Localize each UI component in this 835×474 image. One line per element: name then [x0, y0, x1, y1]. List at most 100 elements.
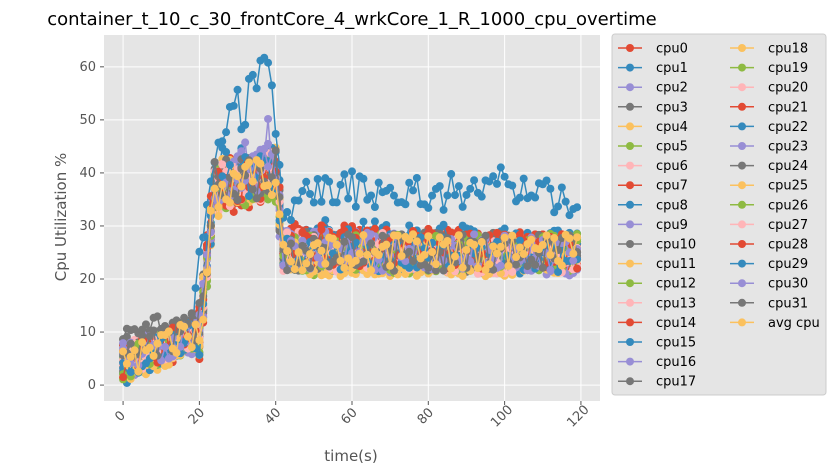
data-point	[210, 184, 219, 193]
data-point	[447, 170, 456, 179]
data-point	[203, 268, 212, 277]
data-point	[328, 234, 337, 243]
data-point	[317, 197, 326, 206]
legend-item: cpu24	[730, 159, 808, 174]
legend-label: cpu26	[768, 198, 808, 213]
data-point	[244, 192, 253, 201]
data-point	[298, 187, 307, 196]
legend-item: cpu1	[618, 61, 688, 76]
data-point	[145, 332, 154, 341]
data-point	[275, 210, 284, 219]
legend-label: cpu3	[656, 100, 688, 115]
data-point	[187, 343, 196, 352]
legend-label: cpu27	[768, 218, 808, 233]
legend-marker	[738, 122, 746, 131]
data-point	[412, 237, 421, 246]
legend-label: cpu31	[768, 296, 808, 311]
legend-item: cpu19	[730, 61, 808, 76]
data-point	[439, 205, 448, 214]
data-point	[309, 198, 318, 207]
legend-marker	[738, 279, 746, 288]
legend: cpu0 cpu1 cpu2 cpu3 cpu4 cpu5 cpu6 cpu7 cpu8 cpu9…	[611, 33, 827, 396]
data-point	[386, 261, 395, 270]
data-point	[237, 182, 246, 191]
y-axis-label: Cpu Utilization %	[52, 153, 70, 281]
data-point	[229, 101, 238, 110]
data-point	[138, 331, 147, 340]
data-point	[256, 159, 265, 168]
legend-marker	[626, 318, 634, 327]
legend-marker	[626, 44, 634, 52]
data-point	[119, 373, 128, 382]
legend-marker	[626, 220, 634, 229]
y-tick-label: 40	[79, 166, 96, 181]
x-tick-label: 80	[415, 405, 437, 427]
data-point	[508, 231, 517, 240]
data-point	[286, 239, 295, 248]
data-point	[428, 248, 437, 257]
legend-item: cpu6	[618, 159, 688, 174]
data-point	[191, 320, 200, 329]
legend-item: cpu2	[618, 81, 688, 96]
data-point	[443, 191, 452, 200]
data-point	[470, 240, 479, 249]
data-point	[409, 186, 418, 195]
data-point	[462, 245, 471, 254]
legend-label: cpu20	[768, 81, 808, 96]
data-point	[546, 250, 555, 259]
x-axis-label: time(s)	[324, 447, 377, 465]
y-tick-label: 0	[88, 378, 96, 393]
data-point	[340, 263, 349, 272]
data-point	[454, 231, 463, 240]
data-point	[378, 231, 387, 240]
data-point	[302, 177, 311, 186]
data-point	[519, 174, 528, 183]
legend-marker	[738, 161, 746, 170]
data-point	[557, 183, 566, 192]
data-point	[283, 266, 292, 275]
data-point	[481, 231, 490, 240]
legend-label: cpu22	[768, 120, 808, 135]
legend-item: cpu18	[730, 42, 808, 57]
data-point	[370, 217, 379, 226]
legend-marker	[738, 200, 746, 209]
data-point	[264, 162, 273, 171]
data-point	[264, 114, 273, 123]
legend-label: cpu5	[656, 140, 688, 155]
legend-marker	[626, 357, 634, 366]
legend-marker	[626, 200, 634, 209]
data-point	[363, 250, 372, 259]
data-point	[405, 263, 414, 272]
data-point	[573, 233, 582, 242]
y-tick-label: 10	[79, 325, 96, 340]
data-point	[122, 359, 131, 368]
data-point	[374, 178, 383, 187]
data-point	[149, 351, 158, 360]
legend-label: cpu10	[656, 238, 696, 253]
data-point	[393, 231, 402, 240]
data-point	[561, 197, 570, 206]
legend-item: cpu17	[618, 375, 696, 390]
data-point	[351, 256, 360, 265]
legend-marker	[626, 298, 634, 307]
data-point	[424, 203, 433, 212]
x-tick-label: 20	[186, 405, 208, 427]
data-point	[546, 184, 555, 193]
data-point	[367, 239, 376, 248]
data-point	[531, 193, 540, 202]
data-point	[340, 237, 349, 246]
data-point	[515, 193, 524, 202]
legend-item: cpu15	[618, 336, 696, 351]
data-point	[332, 198, 341, 207]
data-point	[405, 221, 414, 230]
data-point	[126, 339, 135, 348]
data-point	[302, 259, 311, 268]
legend-label: cpu25	[768, 179, 808, 194]
data-point	[508, 181, 517, 190]
legend-item: cpu27	[730, 218, 808, 233]
data-point	[424, 263, 433, 272]
data-point	[195, 350, 204, 359]
data-point	[206, 221, 215, 230]
legend-label: cpu17	[656, 375, 696, 390]
